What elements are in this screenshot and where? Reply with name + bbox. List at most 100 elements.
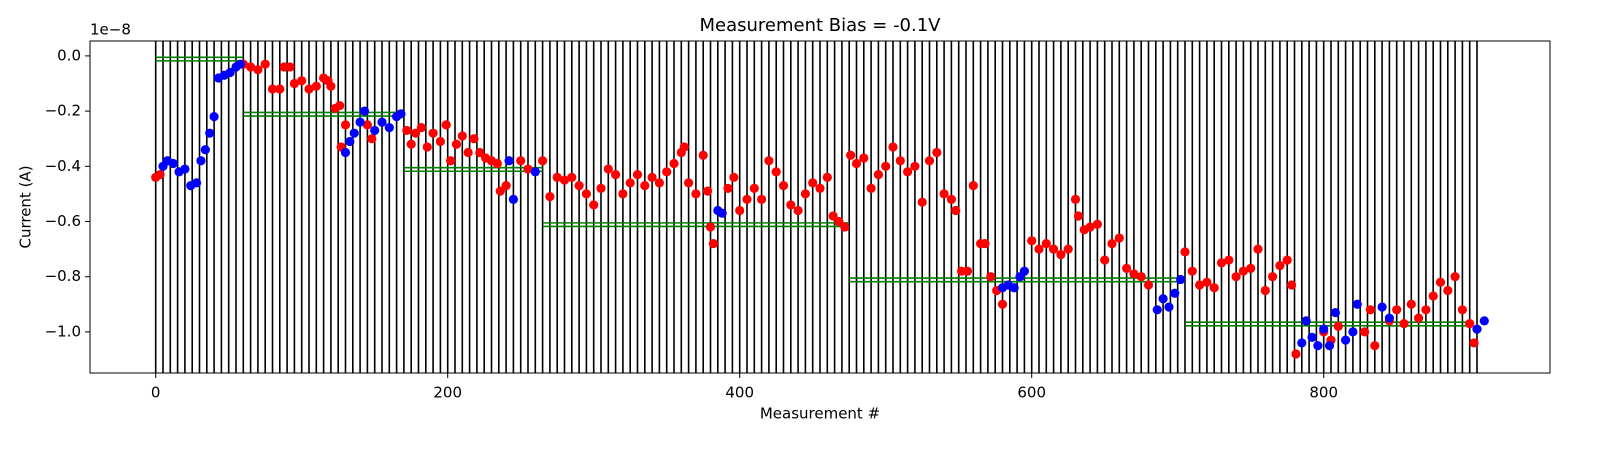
data-point	[1377, 302, 1387, 312]
data-point	[1324, 341, 1335, 351]
data-point	[1297, 338, 1307, 348]
data-point	[1260, 285, 1270, 296]
data-point	[574, 181, 584, 191]
data-point	[1224, 255, 1234, 265]
data-point	[435, 136, 445, 147]
data-point	[246, 62, 256, 72]
data-point	[559, 175, 570, 185]
y-tick-label: 0.0	[57, 46, 81, 64]
data-point	[538, 156, 548, 166]
data-point	[1152, 305, 1162, 315]
data-point	[225, 67, 235, 78]
data-point	[1365, 305, 1376, 315]
data-point	[1348, 327, 1358, 337]
x-tick-label: 0	[151, 384, 161, 402]
data-point	[1100, 255, 1110, 265]
data-point	[422, 142, 432, 152]
data-point	[370, 125, 380, 136]
chart-title: Measurement Bias = -0.1V	[699, 15, 941, 36]
data-point	[742, 194, 752, 205]
y-axis-label: Current (A)	[17, 165, 35, 248]
data-point	[910, 161, 920, 171]
data-point	[962, 266, 973, 276]
data-point	[349, 128, 359, 138]
data-point	[654, 178, 665, 188]
data-point	[1268, 272, 1278, 282]
data-point	[1384, 313, 1394, 323]
data-point	[1158, 294, 1168, 304]
data-point	[1107, 238, 1117, 249]
data-point	[851, 158, 862, 169]
data-point	[662, 167, 672, 177]
data-point	[200, 145, 210, 155]
data-point	[1180, 247, 1190, 257]
x-tick-label: 400	[725, 384, 754, 402]
data-point	[1450, 272, 1460, 282]
data-point	[932, 147, 942, 158]
data-point	[1187, 266, 1197, 276]
data-point	[1195, 280, 1205, 290]
data-point	[729, 172, 739, 182]
data-point	[326, 81, 336, 91]
data-point	[778, 181, 789, 191]
data-point	[881, 161, 891, 171]
data-point	[679, 142, 689, 152]
data-point	[980, 238, 990, 249]
data-point	[492, 158, 502, 169]
y-tick-label: −0.6	[45, 212, 81, 230]
data-point	[647, 172, 657, 182]
data-point	[1399, 319, 1409, 329]
data-point	[508, 194, 518, 205]
data-point	[596, 183, 606, 193]
y-tick-label: −0.2	[45, 102, 81, 120]
data-point	[757, 194, 767, 205]
data-point	[297, 76, 307, 86]
x-tick-label: 600	[1017, 384, 1046, 402]
data-point	[552, 172, 562, 182]
plot-area	[151, 41, 1489, 373]
data-point	[396, 109, 406, 119]
data-point	[377, 117, 387, 127]
data-point	[859, 153, 869, 163]
data-point	[669, 158, 679, 169]
data-point	[1164, 302, 1174, 312]
data-point	[504, 156, 514, 166]
data-point	[640, 181, 650, 191]
data-point	[340, 120, 351, 130]
data-point	[1238, 266, 1248, 276]
data-point	[168, 158, 178, 169]
data-point	[968, 181, 978, 191]
data-point	[705, 222, 716, 232]
data-point	[1428, 291, 1438, 301]
data-point	[1275, 261, 1285, 271]
data-point	[1231, 272, 1241, 282]
data-point	[1009, 283, 1019, 293]
data-point	[1170, 288, 1180, 298]
data-point	[822, 172, 832, 182]
data-point	[340, 147, 351, 158]
data-point	[469, 134, 479, 144]
data-point	[1341, 335, 1351, 345]
y-offset-label: 1e−8	[90, 21, 131, 39]
data-point	[457, 131, 467, 141]
data-point	[924, 156, 935, 166]
data-point	[771, 167, 781, 177]
x-axis-label: Measurement #	[760, 405, 880, 423]
data-point	[362, 120, 372, 130]
data-point	[196, 156, 206, 166]
data-point	[1333, 321, 1343, 331]
data-point	[1319, 324, 1329, 334]
data-point	[1049, 244, 1059, 254]
data-point	[406, 139, 416, 149]
data-point	[986, 272, 996, 282]
data-point	[1286, 280, 1297, 290]
data-point	[1202, 277, 1212, 287]
data-point	[1359, 327, 1370, 337]
data-point	[793, 205, 803, 216]
data-point	[1176, 274, 1186, 285]
data-point	[260, 59, 270, 69]
data-point	[1041, 238, 1051, 249]
data-point	[1469, 338, 1479, 348]
data-point	[428, 128, 438, 138]
data-point	[475, 147, 485, 158]
